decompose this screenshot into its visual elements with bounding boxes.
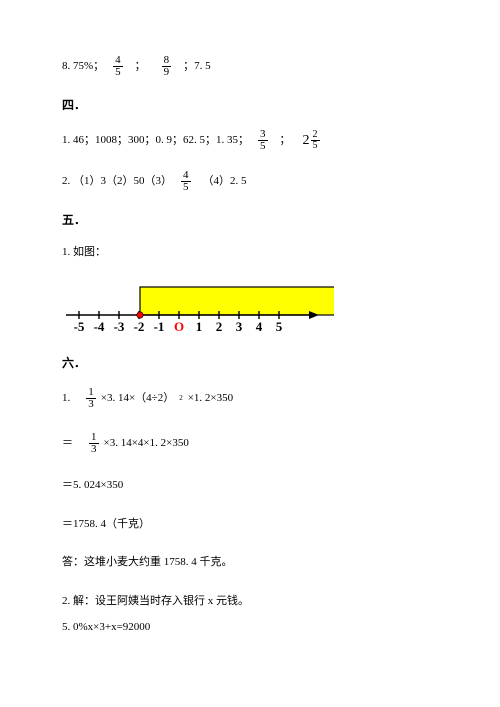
svg-text:4: 4: [256, 319, 263, 334]
s6-1-frac: 1 3: [86, 387, 96, 410]
s4-1-frac1: 3 5: [258, 129, 268, 152]
s4-1-text: 1. 46；1008；300；0. 9；62. 5；1. 35；: [62, 132, 249, 149]
s4-2-frac: 4 5: [181, 170, 191, 193]
svg-text:-3: -3: [114, 319, 125, 334]
svg-text:2: 2: [216, 319, 223, 334]
svg-text:-5: -5: [74, 319, 85, 334]
q8-sep2: ；7. 5: [183, 58, 211, 75]
s4-1-sep: ；: [280, 132, 291, 149]
s5-1-line: 1. 如图：: [62, 244, 438, 261]
numberline-figure: -5 -4 -3 -2 -1 O12345: [54, 279, 438, 341]
s6-1d-line: ＝1758. 4（千克）: [62, 516, 438, 533]
s6-1-tail: ×1. 2×350: [188, 390, 233, 407]
s6-1b-eq: ＝: [62, 435, 73, 452]
q8-frac1: 4 5: [113, 55, 123, 78]
svg-text:-2: -2: [134, 319, 145, 334]
s6-1c-text: ＝5. 024×350: [62, 477, 123, 494]
s6-1b-line: ＝ 1 3 ×3. 14×4×1. 2×350: [62, 432, 438, 455]
s6-1b-frac: 1 3: [89, 432, 99, 455]
svg-text:1: 1: [196, 319, 203, 334]
svg-text:-1: -1: [154, 319, 165, 334]
s4-2-suffix: （4）2. 5: [203, 173, 247, 190]
q8-prefix: 8. 75%；: [62, 58, 104, 75]
s6-2-text: 2. 解：设王阿姨当时存入银行 x 元钱。: [62, 593, 249, 610]
svg-text:-4: -4: [94, 319, 105, 334]
s6-2b-text: 5. 0%x×3+x=92000: [62, 619, 150, 636]
svg-text:3: 3: [236, 319, 243, 334]
section-5-heading: 五．: [62, 211, 438, 229]
s4-1-mixed: 2 2 5: [303, 130, 321, 151]
s6-2b-line: 5. 0%x×3+x=92000: [62, 619, 438, 636]
svg-text:5: 5: [276, 319, 283, 334]
q8-frac2: 8 9: [162, 55, 172, 78]
q8-line: 8. 75%； 4 5 ； 8 9 ；7. 5: [62, 55, 438, 78]
section-4-heading: 四．: [62, 96, 438, 114]
s4-2-prefix: 2. （1）3（2）50（3）: [62, 173, 172, 190]
svg-text:O: O: [174, 319, 184, 334]
numberline-svg: -5 -4 -3 -2 -1 O12345: [54, 279, 334, 335]
s4-1-line: 1. 46；1008；300；0. 9；62. 5；1. 35； 3 5 ； 2…: [62, 129, 438, 152]
s6-1-exp: 2: [179, 393, 183, 404]
s6-2-line: 2. 解：设王阿姨当时存入银行 x 元钱。: [62, 593, 438, 610]
s6-ans-line: 答：这堆小麦大约重 1758. 4 千克。: [62, 554, 438, 571]
s6-1-prefix: 1.: [62, 390, 70, 407]
s6-ans-text: 答：这堆小麦大约重 1758. 4 千克。: [62, 554, 233, 571]
section-6-heading: 六．: [62, 354, 438, 372]
q8-sep1: ；: [135, 58, 146, 75]
s6-1d-text: ＝1758. 4（千克）: [62, 516, 150, 533]
s6-1-line: 1. 1 3 ×3. 14×（4÷2） 2 ×1. 2×350: [62, 387, 438, 410]
s6-1-expr: ×3. 14×（4÷2）: [101, 390, 174, 407]
s6-1c-line: ＝5. 024×350: [62, 477, 438, 494]
s4-2-line: 2. （1）3（2）50（3） 4 5 （4）2. 5: [62, 170, 438, 193]
s5-1-text: 1. 如图：: [62, 244, 106, 261]
s6-1b-expr: ×3. 14×4×1. 2×350: [104, 435, 189, 452]
